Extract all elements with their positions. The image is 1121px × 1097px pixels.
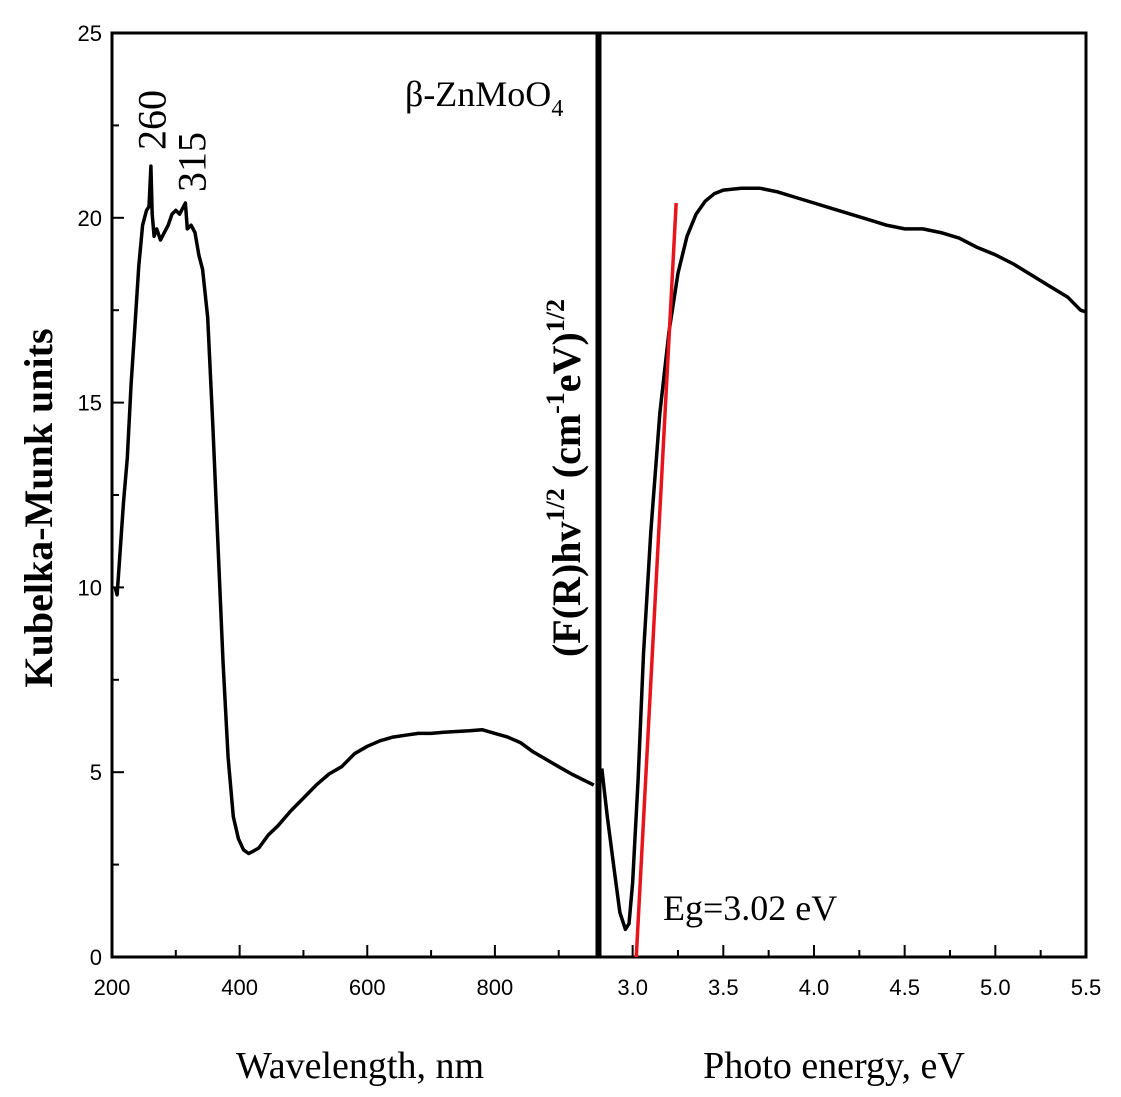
left-x-axis-title: Wavelength, nm: [236, 1045, 484, 1087]
ylabel-sup-1: 1/2: [541, 488, 570, 521]
compound-label-main: β-ZnMoO: [405, 74, 551, 114]
ylabel-part-1: (F(R)hv: [544, 521, 589, 657]
right-x-tick-label: 3.5: [708, 975, 739, 1000]
right-plot-frame: [598, 31, 1088, 959]
right-tick-labels: 3.0 3.5 4.0 4.5 5.0 5.5: [617, 975, 1101, 1000]
left-ticks: [111, 32, 560, 958]
right-x-tick-label: 4.0: [799, 975, 830, 1000]
left-y-tick-label: 0: [90, 945, 102, 970]
left-y-axis-title: Kubelka-Munk units: [16, 328, 61, 687]
left-tick-labels: 200 400 600 800 0 5 10 15 20 25: [78, 21, 514, 1000]
right-x-tick-label: 5.5: [1071, 975, 1102, 1000]
left-series-line: [113, 164, 595, 856]
right-x-axis-title: Photo energy, eV: [703, 1045, 965, 1087]
ylabel-sup-3: 1/2: [541, 299, 570, 332]
left-x-tick-label: 400: [221, 975, 258, 1000]
right-ticks: [631, 945, 1087, 957]
right-y-axis-title: (F(R)hv1/2 (cm-1eV)1/2: [541, 299, 589, 657]
right-x-tick-label: 5.0: [980, 975, 1011, 1000]
right-series-line: [600, 186, 1087, 932]
left-y-tick-label: 5: [90, 760, 102, 785]
left-y-tick-label: 20: [78, 206, 102, 231]
compound-label: β-ZnMoO4: [405, 74, 563, 122]
ylabel-sup-2: -1: [541, 392, 570, 414]
left-y-tick-label: 10: [78, 575, 102, 600]
right-x-tick-label: 3.0: [617, 975, 648, 1000]
right-panel: 3.0 3.5 4.0 4.5 5.0 5.5 Eg=3.02 eV Photo ener…: [541, 31, 1101, 1087]
left-y-tick-label: 25: [78, 21, 102, 46]
ylabel-part-3: eV): [544, 332, 589, 392]
ylabel-part-2: (cm: [544, 414, 589, 488]
compound-label-subscript: 4: [551, 96, 563, 122]
peak-label-260: 260: [130, 90, 175, 150]
left-x-tick-label: 600: [349, 975, 386, 1000]
linear-fit-line: [634, 202, 678, 958]
peak-label-315: 315: [169, 132, 214, 192]
left-x-tick-label: 800: [477, 975, 514, 1000]
left-x-tick-label: 200: [94, 975, 131, 1000]
band-gap-label: Eg=3.02 eV: [663, 888, 837, 928]
right-x-tick-label: 4.5: [889, 975, 920, 1000]
left-y-tick-label: 15: [78, 391, 102, 416]
